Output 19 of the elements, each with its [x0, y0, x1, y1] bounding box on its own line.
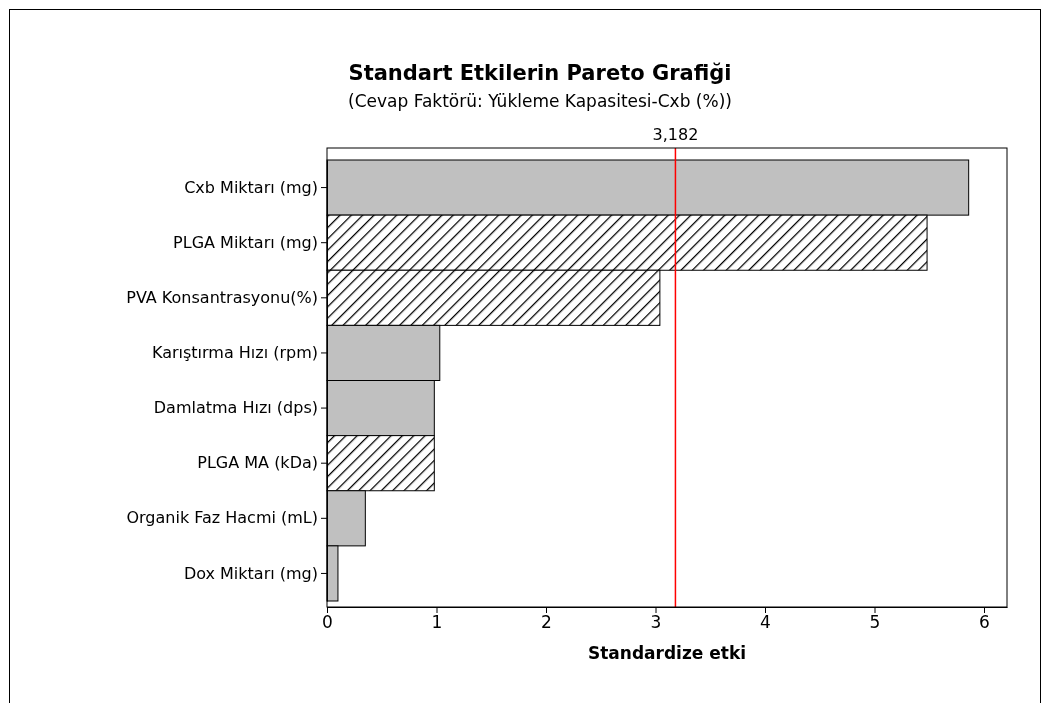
y-tick-label: Dox Miktarı (mg) [183, 563, 318, 583]
chart-title: Standart Etkilerin Pareto Grafiği [348, 61, 732, 85]
x-tick-label: 6 [979, 612, 990, 633]
chart-subtitle: (Cevap Faktörü: Yükleme Kapasitesi-Cxb (%)) [348, 91, 732, 111]
y-tick-label: PLGA MA (kDa) [197, 453, 318, 473]
y-tick-label: Karıştırma Hızı (rpm) [151, 343, 318, 363]
y-tick-label: PLGA Miktarı (mg) [173, 232, 318, 252]
x-tick-label: 3 [650, 612, 662, 633]
x-tick-label: 4 [760, 612, 771, 633]
x-tick-label: 2 [541, 612, 552, 633]
y-tick-label: Cxb Miktarı (mg) [184, 177, 318, 197]
y-tick-label: Organik Faz Hacmi (mL) [126, 508, 318, 528]
x-tick-label: 0 [322, 612, 333, 633]
ref-line-label: 3,182 [652, 125, 699, 144]
y-tick-label: Damlatma Hızı (dps) [153, 398, 318, 418]
x-tick-label: 1 [431, 612, 443, 633]
x-axis-title: Standardize etki [587, 643, 747, 663]
y-tick-label: PVA Konsantrasyonu(%) [126, 287, 318, 307]
x-tick-label: 5 [869, 612, 881, 633]
